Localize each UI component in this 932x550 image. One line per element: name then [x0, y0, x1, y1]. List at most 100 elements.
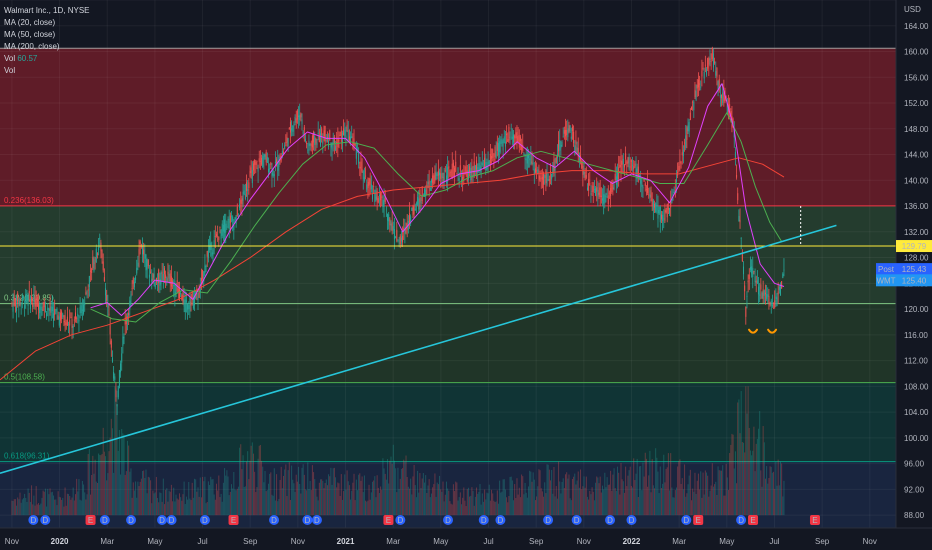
candle-body [346, 124, 348, 132]
dividend-icon-label: D [574, 516, 580, 525]
candle-body [240, 199, 242, 204]
volume-bar [714, 484, 716, 516]
volume-bar [335, 477, 337, 516]
volume-bar [380, 486, 382, 516]
volume-bar [471, 487, 473, 516]
volume-bar [517, 494, 519, 516]
candle-body [265, 151, 267, 163]
candle-body [697, 79, 699, 88]
candle-body [37, 303, 39, 310]
candle-body [478, 163, 480, 171]
candle-body [317, 132, 319, 134]
volume-bar [582, 486, 584, 516]
candle-body [519, 136, 521, 142]
volume-bar [702, 472, 704, 516]
volume-bar [129, 471, 131, 516]
candle-body [258, 158, 260, 162]
candle-body [751, 266, 753, 274]
candle-body [378, 194, 380, 197]
candle-body [325, 139, 327, 141]
volume-bar [544, 482, 546, 516]
volume-bar [354, 500, 356, 516]
symbol-title[interactable]: Walmart Inc., 1D, NYSE [4, 6, 90, 15]
candle-body [645, 189, 647, 190]
volume-bar [176, 498, 178, 516]
indicator-ma200[interactable]: MA (200, close) [4, 41, 90, 53]
candle-body [228, 218, 230, 230]
candle-body [658, 210, 660, 214]
candle-body [340, 130, 342, 142]
candle-body [470, 167, 472, 180]
price-tag-label-bg [876, 263, 896, 276]
volume-bar [143, 470, 145, 516]
candle-body [256, 160, 258, 162]
volume-bar [678, 460, 680, 516]
earnings-icon-label: E [812, 516, 817, 525]
volume-bar [22, 498, 24, 516]
volume-bar [427, 485, 429, 516]
candle-body [225, 223, 227, 233]
candle-body [707, 58, 709, 69]
volume-bar [504, 489, 506, 516]
candle-body [190, 301, 192, 306]
candle-body [569, 125, 571, 132]
candle-body [322, 141, 324, 144]
candle-body [58, 316, 60, 326]
volume-bar [274, 500, 276, 516]
candle-body [518, 135, 520, 148]
volume-bar [366, 501, 368, 516]
candle-body [184, 299, 186, 313]
dividend-icon-label: D [202, 516, 208, 525]
candle-body [654, 203, 656, 208]
candle-body [353, 138, 355, 146]
candle-body [273, 174, 275, 177]
time-tick-label: Nov [291, 537, 305, 546]
candle-body [529, 158, 531, 161]
volume-bar [406, 476, 408, 516]
candle-body [108, 313, 110, 315]
volume-bar [11, 500, 13, 516]
candle-body [589, 183, 591, 185]
candle-body [504, 141, 506, 147]
candle-body [637, 166, 639, 178]
candle-body [459, 165, 461, 171]
volume-bar [748, 427, 750, 516]
candle-body [716, 67, 718, 77]
volume-bar [724, 495, 726, 516]
volume-bar [477, 493, 479, 516]
indicator-vol[interactable]: Vol 60.57 [4, 53, 90, 65]
candle-body [372, 193, 374, 200]
dividend-icon-label: D [169, 516, 175, 525]
candle-body [675, 179, 677, 182]
volume-bar [18, 499, 20, 516]
volume-bar [284, 469, 286, 516]
volume-bar [206, 501, 208, 516]
volume-bar [645, 458, 647, 516]
volume-bar [182, 494, 184, 516]
candle-body [83, 304, 85, 314]
volume-bar [165, 489, 167, 516]
indicator-ma50[interactable]: MA (50, close) [4, 29, 90, 41]
candle-body [66, 316, 68, 326]
candle-body [318, 135, 320, 142]
candle-body [46, 313, 48, 317]
candle-body [673, 191, 675, 193]
candle-body [170, 276, 172, 287]
volume-bar [41, 497, 43, 516]
candle-body [467, 170, 469, 180]
volume-bar [61, 499, 63, 516]
candle-body [469, 166, 471, 173]
volume-bar [231, 484, 233, 516]
candle-body [554, 166, 556, 171]
volume-bar [64, 487, 66, 516]
volume-bar [340, 474, 342, 516]
volume-bar [628, 470, 630, 516]
volume-bar [488, 484, 490, 516]
indicator-ma20[interactable]: MA (20, close) [4, 17, 90, 29]
volume-bar [457, 500, 459, 516]
candle-body [428, 180, 430, 189]
indicator-vol-2[interactable]: Vol [4, 65, 90, 77]
volume-bar [71, 497, 73, 516]
volume-bar [266, 490, 268, 516]
